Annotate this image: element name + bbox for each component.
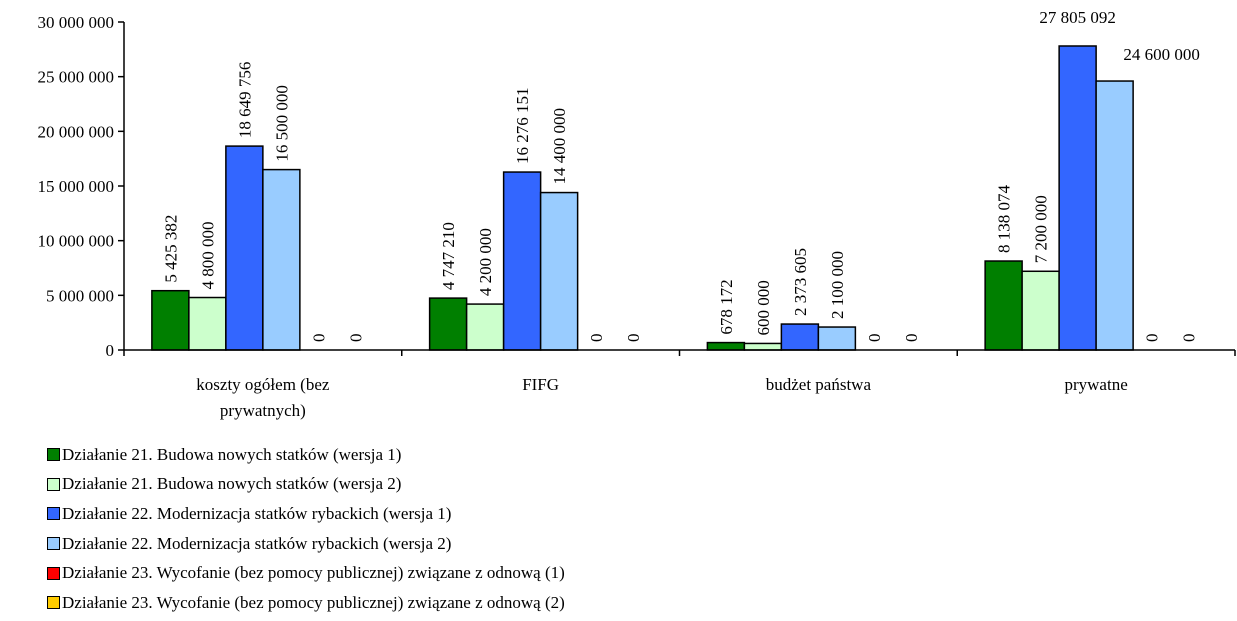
data-label: 0 bbox=[624, 334, 643, 343]
y-tick-label: 10 000 000 bbox=[38, 232, 115, 251]
y-tick-label: 15 000 000 bbox=[38, 177, 115, 196]
bar bbox=[539, 191, 579, 351]
bar bbox=[225, 145, 264, 351]
bar bbox=[780, 323, 820, 351]
data-label: 4 747 210 bbox=[439, 222, 458, 290]
legend-swatch bbox=[47, 477, 60, 491]
category-label-line: prywatne bbox=[1064, 375, 1127, 394]
legend-label: Działanie 22. Modernizacja statków rybac… bbox=[62, 503, 452, 523]
data-label: 0 bbox=[309, 334, 328, 343]
y-tick-label: 20 000 000 bbox=[38, 122, 115, 141]
bar bbox=[743, 342, 783, 351]
data-label: 0 bbox=[587, 334, 606, 343]
category-label: FIFG bbox=[522, 375, 559, 394]
y-tick-label: 0 bbox=[106, 341, 115, 360]
bar bbox=[428, 297, 468, 351]
data-label: 8 138 074 bbox=[995, 185, 1014, 254]
y-tick-label: 30 000 000 bbox=[38, 13, 115, 32]
legend-label: Działanie 23. Wycofanie (bez pomocy publ… bbox=[62, 563, 565, 583]
legend-label: Działanie 21. Budowa nowych statków (wer… bbox=[62, 444, 402, 464]
data-label: 5 425 382 bbox=[161, 215, 180, 283]
data-label: 7 200 000 bbox=[1032, 195, 1051, 263]
legend: Działanie 21. Budowa nowych statków (wer… bbox=[47, 440, 565, 618]
data-label: 0 bbox=[902, 334, 921, 343]
category-label-line: budżet państwa bbox=[766, 375, 872, 394]
category-label: prywatne bbox=[1064, 375, 1127, 394]
category-label-line: prywatnych) bbox=[220, 401, 306, 420]
legend-item: Działanie 21. Budowa nowych statków (wer… bbox=[47, 470, 565, 500]
legend-swatch bbox=[47, 566, 60, 580]
axes-layer: 0 5 000 000 10 000 000 15 000 000 20 000 000… bbox=[38, 13, 1236, 420]
data-label: 14 400 000 bbox=[550, 108, 569, 185]
data-label: 678 172 bbox=[717, 279, 736, 334]
data-label: 4 200 000 bbox=[476, 228, 495, 296]
bar bbox=[262, 168, 301, 351]
legend-label: Działanie 22. Modernizacja statków rybac… bbox=[62, 533, 452, 553]
bar bbox=[188, 296, 227, 351]
data-label: 0 bbox=[1180, 334, 1199, 343]
legend-item: Działanie 23. Wycofanie (bez pomocy publ… bbox=[47, 588, 565, 618]
data-label: 24 600 000 bbox=[1123, 45, 1200, 64]
category-label-line: koszty ogółem (bez bbox=[196, 375, 330, 394]
legend-label: Działanie 21. Budowa nowych statków (wer… bbox=[62, 474, 402, 494]
bar bbox=[151, 289, 190, 351]
data-label: 16 276 151 bbox=[513, 88, 532, 165]
category-label-line: FIFG bbox=[522, 375, 559, 394]
data-label: 18 649 756 bbox=[235, 62, 254, 139]
data-labels-layer: 5 425 382 4 747 210 678 172 8 138 074 4 800 … bbox=[161, 8, 1200, 342]
legend-swatch bbox=[47, 537, 60, 551]
data-label: 0 bbox=[865, 334, 884, 343]
category-label: budżet państwa bbox=[766, 375, 872, 394]
data-label: 600 000 bbox=[754, 280, 773, 335]
data-label: 2 373 605 bbox=[791, 248, 810, 316]
data-label: 16 500 000 bbox=[272, 85, 291, 162]
data-label: 27 805 092 bbox=[1039, 8, 1116, 27]
bar bbox=[817, 326, 857, 351]
legend-label: Działanie 23. Wycofanie (bez pomocy publ… bbox=[62, 592, 565, 612]
bar bbox=[984, 260, 1023, 351]
bar bbox=[1095, 80, 1134, 351]
legend-item: Działanie 21. Budowa nowych statków (wer… bbox=[47, 440, 565, 470]
data-label: 0 bbox=[346, 334, 365, 343]
legend-swatch bbox=[47, 507, 60, 521]
data-label: 0 bbox=[1143, 334, 1162, 343]
bar bbox=[1021, 270, 1060, 351]
legend-item: Działanie 22. Modernizacja statków rybac… bbox=[47, 499, 565, 529]
y-tick-label: 5 000 000 bbox=[46, 286, 114, 305]
bar bbox=[465, 303, 505, 351]
bars-layer bbox=[151, 45, 1134, 351]
data-label: 4 800 000 bbox=[198, 222, 217, 290]
data-label: 2 100 000 bbox=[828, 251, 847, 319]
category-label: koszty ogółem (bez prywatnych) bbox=[196, 375, 330, 420]
bar bbox=[502, 171, 542, 351]
y-tick-label: 25 000 000 bbox=[38, 68, 115, 87]
legend-item: Działanie 22. Modernizacja statków rybac… bbox=[47, 529, 565, 559]
legend-swatch bbox=[47, 448, 60, 462]
bar bbox=[1058, 45, 1097, 351]
legend-item: Działanie 23. Wycofanie (bez pomocy publ… bbox=[47, 558, 565, 588]
bar bbox=[706, 341, 746, 351]
legend-swatch bbox=[47, 596, 60, 610]
